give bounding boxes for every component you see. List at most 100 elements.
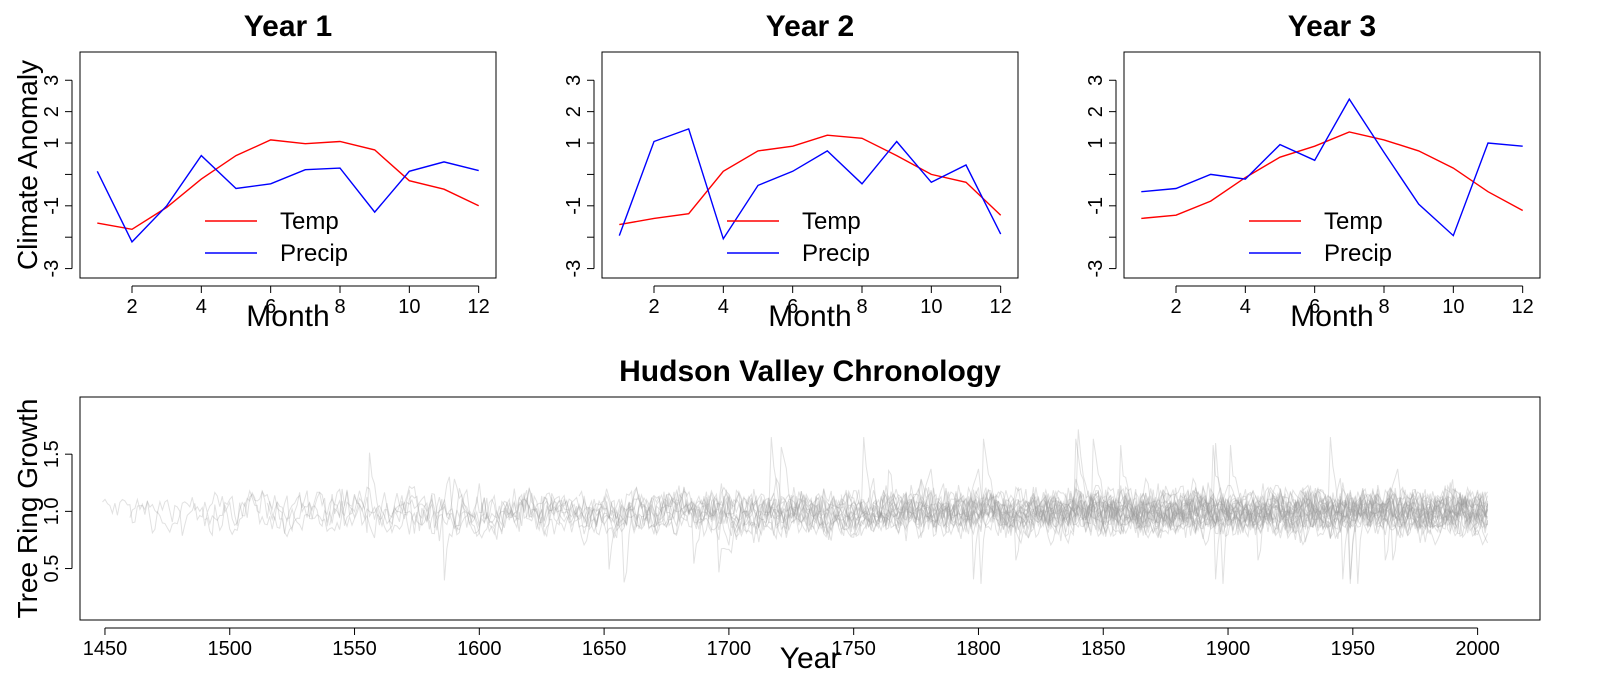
x-tick-label: 1600 [457,638,502,660]
chronology-series-line [1090,485,1489,538]
chronology-series-line [878,478,1489,547]
y-tick-label: 2 [563,106,585,117]
x-tick-label: 8 [334,296,345,318]
y-tick-label: -3 [1085,260,1107,278]
chronology-series-line [728,437,1489,540]
x-tick-label: 10 [398,296,420,318]
x-tick-label: 1750 [831,638,876,660]
plot-frame [1123,51,1541,279]
x-axis-label: Month [768,300,851,333]
y-tick-label: -1 [563,197,585,215]
chronology-series-line [953,486,1489,543]
y-tick-label: 3 [563,75,585,86]
plot-frame [79,396,1541,621]
x-tick-label: 2 [1170,296,1181,318]
x-tick-label: 6 [1309,296,1320,318]
chronology-series-group [102,429,1489,584]
x-tick-label: 4 [718,296,729,318]
chronology-series-line [915,468,1488,545]
y-axis-label: Tree Ring Growth [12,399,43,619]
chronology-series-line [391,468,1489,547]
legend-label-precip: Precip [1324,240,1392,267]
x-tick-label: 1900 [1206,638,1251,660]
x-axis-label: Month [1290,300,1373,333]
chronology-series-line [204,484,1489,573]
chronology-series-line [578,482,1489,539]
chronology-series-line [840,482,1489,538]
x-tick-label: 6 [787,296,798,318]
legend-label-temp: Temp [1324,208,1383,235]
x-tick-label: 10 [920,296,942,318]
chronology-series-line [503,437,1489,540]
chronology-series-line [1040,438,1489,536]
chronology-series-line [329,482,1489,539]
chronology-series-line [1015,437,1488,540]
y-tick-label: -3 [41,260,63,278]
y-tick-label: 0.5 [41,555,63,583]
x-tick-label: 12 [1512,296,1534,318]
chronology-series-line [691,484,1489,546]
x-tick-label: 1700 [707,638,752,660]
y-tick-label: -1 [41,197,63,215]
y-tick-label: 1.0 [41,497,63,525]
legend-label-temp: Temp [280,208,339,235]
x-tick-label: 8 [856,296,867,318]
chronology-series-line [803,483,1488,584]
chart-title: Year 2 [766,10,854,43]
x-axis-label: Month [246,300,329,333]
x-tick-label: 1950 [1331,638,1376,660]
x-tick-label: 1800 [956,638,1001,660]
chart-title: Year 1 [244,10,332,43]
chronology-series-line [616,468,1489,547]
chronology-series-line [990,484,1489,546]
series-line-temp [619,134,1002,226]
y-tick-label: -3 [563,260,585,278]
chronology-series-line [129,468,1489,536]
y-tick-label: 3 [41,75,63,86]
series-line-precip [1141,97,1523,237]
x-tick-label: 1500 [207,638,252,660]
x-tick-label: 6 [265,296,276,318]
legend-label-temp: Temp [802,208,861,235]
x-tick-label: 8 [1378,296,1389,318]
y-tick-label: 2 [41,106,63,117]
y-axis-label: Climate Anomaly [12,60,43,270]
legend-label-precip: Precip [280,240,348,267]
chronology-series-line [541,485,1489,584]
plot-frame [601,51,1019,279]
x-tick-label: 1850 [1081,638,1126,660]
chart-title: Year 3 [1288,10,1376,43]
chart-title: Hudson Valley Chronology [619,355,1001,388]
x-tick-label: 2000 [1455,638,1500,660]
chronology-series-line [1127,488,1489,584]
x-tick-label: 2 [126,296,137,318]
x-tick-label: 1650 [582,638,627,660]
x-tick-label: 1550 [332,638,377,660]
chronology-series-line [1065,489,1489,536]
x-tick-label: 2 [648,296,659,318]
chronology-series-line [266,442,1489,584]
chronology-series-line [765,485,1489,536]
chronology-series-line [454,484,1489,546]
y-tick-label: 1 [563,137,585,148]
series-line-temp [1141,131,1524,220]
y-tick-label: 2 [1085,106,1107,117]
x-axis-label: Year [780,642,841,675]
y-tick-label: -1 [1085,197,1107,215]
y-tick-label: 1.5 [41,440,63,468]
y-tick-label: 1 [1085,137,1107,148]
x-tick-label: 4 [196,296,207,318]
y-tick-label: 1 [41,137,63,148]
x-tick-label: 12 [468,296,490,318]
y-tick-label: 3 [1085,75,1107,86]
series-line-precip [618,127,1002,241]
x-tick-label: 10 [1442,296,1464,318]
series-line-precip [96,154,479,244]
x-tick-label: 4 [1240,296,1251,318]
chronology-series-line [653,477,1488,543]
x-tick-label: 12 [990,296,1012,318]
legend-label-precip: Precip [802,240,870,267]
x-tick-label: 1450 [83,638,128,660]
plot-frame [79,51,497,279]
